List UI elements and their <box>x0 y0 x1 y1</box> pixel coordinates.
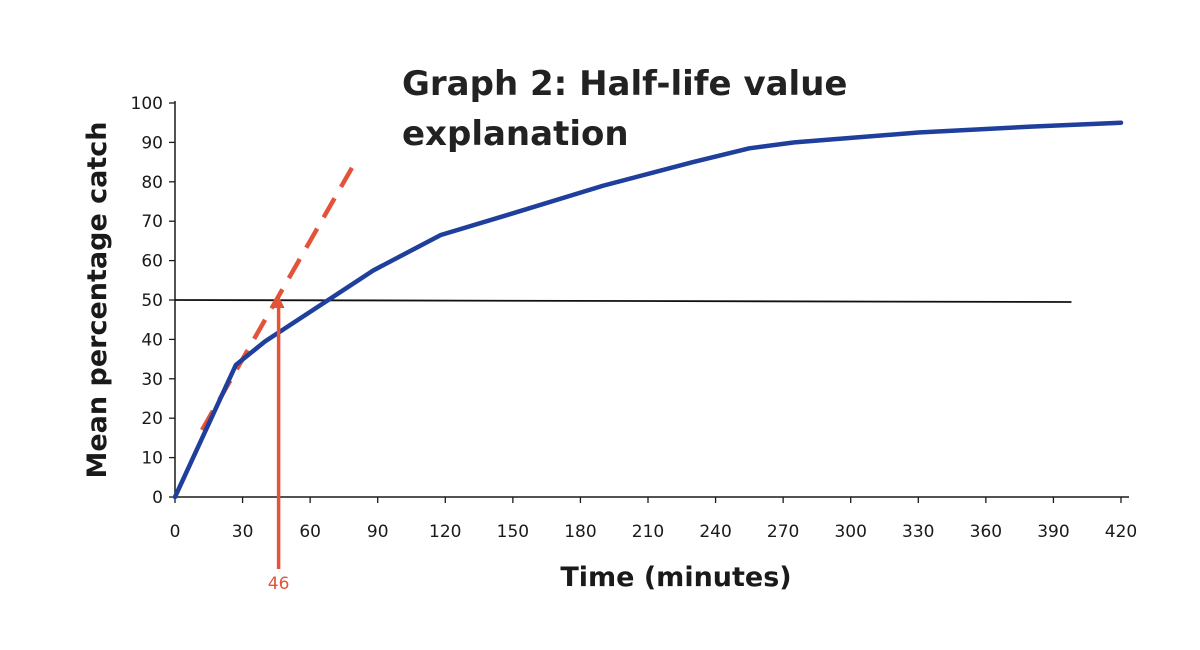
y-tick-label: 30 <box>141 370 163 390</box>
annotation-label: 46 <box>268 574 290 594</box>
series-group <box>172 120 1124 500</box>
x-tick-label: 60 <box>299 522 321 542</box>
y-axis-ticks: 0 10 20 30 40 50 60 70 80 90 100 <box>131 94 175 508</box>
x-axis-ticks: 0 30 60 90 120 150 180 210 240 270 300 330 360 390 420 <box>170 497 1137 542</box>
x-tick-label: 240 <box>699 522 731 542</box>
chart-title-line: Graph 2: Half-life value <box>402 64 847 104</box>
x-tick-label: 330 <box>902 522 934 542</box>
y-tick-label: 80 <box>141 173 163 193</box>
y-tick-label: 70 <box>141 212 163 232</box>
chart-title-line: explanation <box>402 114 629 154</box>
x-tick-label: 180 <box>564 522 596 542</box>
y-tick-label: 100 <box>131 94 163 114</box>
y-tick-label: 50 <box>141 291 163 311</box>
x-tick-label: 150 <box>497 522 529 542</box>
half-value-reference-line <box>174 299 1072 303</box>
y-tick-label: 90 <box>141 133 163 153</box>
mean-catch-series-line <box>172 120 1124 500</box>
x-tick-label: 0 <box>170 522 181 542</box>
y-axis-label: Mean percentage catch <box>82 121 113 478</box>
x-axis-label: Time (minutes) <box>560 562 791 593</box>
x-tick-label: 300 <box>834 522 866 542</box>
x-tick-label: 360 <box>970 522 1002 542</box>
y-tick-label: 40 <box>141 330 163 350</box>
y-tick-label: 60 <box>141 252 163 272</box>
x-tick-label: 270 <box>767 522 799 542</box>
y-tick-label: 0 <box>152 488 163 508</box>
x-tick-label: 390 <box>1037 522 1069 542</box>
y-tick-label: 10 <box>141 449 163 469</box>
y-tick-label: 20 <box>141 409 163 429</box>
x-tick-label: 120 <box>429 522 461 542</box>
chart-title: Graph 2: Half-life value explanation <box>402 64 847 154</box>
half-life-annotation: 46 <box>268 296 290 594</box>
x-tick-label: 210 <box>632 522 664 542</box>
x-tick-label: 90 <box>367 522 389 542</box>
x-tick-label: 420 <box>1105 522 1137 542</box>
x-tick-label: 30 <box>232 522 254 542</box>
annotation-arrowhead <box>272 296 285 309</box>
